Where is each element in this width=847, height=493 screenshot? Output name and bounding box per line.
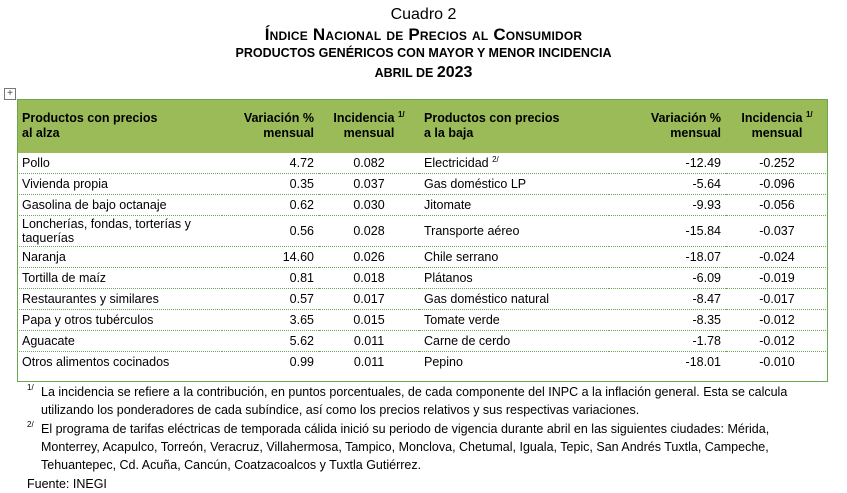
table-header-row: Productos con precios al alza Variación %… [17, 99, 828, 153]
table-row: Restaurantes y similares 0.57 0.017 Gas … [17, 288, 828, 310]
down-incidence: -0.019 [726, 267, 828, 289]
down-incidence: -0.056 [726, 194, 828, 216]
up-product: Naranja [17, 246, 222, 268]
footnote-ref: 2/ [492, 154, 499, 164]
up-incidence: 0.011 [353, 355, 385, 369]
table-number: Cuadro 2 [390, 6, 457, 23]
col-down-product: Productos con precios a la baja [424, 111, 560, 140]
up-incidence: 0.017 [319, 288, 419, 310]
down-variation: -18.01 [685, 355, 721, 369]
down-incidence: -0.252 [726, 153, 828, 174]
down-variation: -15.84 [609, 215, 726, 247]
table-row: Tortilla de maíz 0.81 0.018 Plátanos -6.… [17, 267, 828, 289]
down-variation: -18.07 [609, 246, 726, 268]
down-product: Gas doméstico natural [419, 288, 609, 310]
up-incidence: 0.030 [319, 194, 419, 216]
down-product: Carne de cerdo [419, 330, 609, 352]
down-incidence: -0.017 [726, 288, 828, 310]
up-variation: 14.60 [222, 246, 319, 268]
period-year: 2023 [436, 64, 473, 81]
up-variation: 0.62 [222, 194, 319, 216]
up-variation: 0.57 [222, 288, 319, 310]
down-variation: -8.47 [609, 288, 726, 310]
down-incidence: -0.010 [759, 355, 795, 369]
up-product: Aguacate [17, 330, 222, 352]
down-variation: -8.35 [609, 309, 726, 331]
up-variation: 0.35 [222, 173, 319, 195]
up-variation: 0.56 [222, 215, 319, 247]
footnote-mark: 2/ [27, 420, 34, 429]
up-incidence: 0.015 [319, 309, 419, 331]
down-variation: -9.93 [609, 194, 726, 216]
up-incidence: 0.037 [319, 173, 419, 195]
down-variation: -5.64 [609, 173, 726, 195]
col-down-variation: Variación % mensual [650, 111, 721, 140]
footnote-text: La incidencia se refiere a la contribuci… [41, 385, 788, 417]
footnote-2: 2/ El programa de tarifas eléctricas de … [27, 420, 827, 474]
table-title: Índice Nacional de Precios al Consumidor [264, 25, 583, 44]
down-variation: -6.09 [609, 267, 726, 289]
table-subtitle: PRODUCTOS GENÉRICOS CON MAYOR Y MENOR IN… [235, 46, 612, 60]
up-incidence: 0.082 [319, 153, 419, 174]
col-up-variation: Variación % mensual [243, 111, 314, 140]
down-product: Pepino [424, 355, 463, 369]
up-incidence: 0.011 [319, 330, 419, 352]
up-product: Restaurantes y similares [17, 288, 222, 310]
up-product: Pollo [17, 153, 222, 174]
footnote-mark: 1/ [27, 383, 34, 392]
price-table: Productos con precios al alza Variación %… [17, 99, 828, 372]
footnote-text: El programa de tarifas eléctricas de tem… [41, 422, 770, 472]
col-down-incidence: Incidencia 1/mensual [741, 109, 813, 140]
table-row: Loncherías, fondas, torterías y taquería… [17, 215, 828, 247]
down-incidence: -0.012 [726, 330, 828, 352]
down-product: Tomate verde [419, 309, 609, 331]
source-line: Fuente: INEGI [27, 477, 107, 491]
table-move-handle[interactable]: + [4, 88, 16, 100]
table-row: Otros alimentos cocinados 0.99 0.011 Pep… [17, 352, 828, 373]
up-incidence: 0.026 [319, 246, 419, 268]
col-up-product: Productos con precios al alza [22, 111, 158, 140]
down-variation: -1.78 [609, 330, 726, 352]
table-row: Aguacate 5.62 0.011 Carne de cerdo -1.78… [17, 330, 828, 352]
up-variation: 0.81 [222, 267, 319, 289]
down-incidence: -0.096 [726, 173, 828, 195]
down-variation: -12.49 [609, 153, 726, 174]
up-variation: 5.62 [222, 330, 319, 352]
down-product: Chile serrano [419, 246, 609, 268]
table-row: Gasolina de bajo octanaje 0.62 0.030 Jit… [17, 194, 828, 216]
down-product: Jitomate [419, 194, 609, 216]
up-product: Tortilla de maíz [17, 267, 222, 289]
down-incidence: -0.024 [726, 246, 828, 268]
table-row: Vivienda propia 0.35 0.037 Gas doméstico… [17, 173, 828, 195]
table-period: ABRIL DE 2023 [0, 64, 847, 82]
down-product: Transporte aéreo [419, 215, 609, 247]
down-incidence: -0.037 [726, 215, 828, 247]
up-product: Papa y otros tubérculos [17, 309, 222, 331]
footnotes: 1/ La incidencia se refiere a la contrib… [27, 383, 827, 493]
up-product: Gasolina de bajo octanaje [17, 194, 222, 216]
col-up-incidence: Incidencia 1/mensual [333, 109, 405, 140]
up-incidence: 0.028 [319, 215, 419, 247]
up-product: Otros alimentos cocinados [22, 355, 170, 369]
up-variation: 0.99 [289, 355, 314, 369]
table-row: Papa y otros tubérculos 3.65 0.015 Tomat… [17, 309, 828, 331]
down-product: Electricidad 2/ [419, 153, 609, 174]
period-month: ABRIL DE [374, 66, 437, 80]
down-product: Gas doméstico LP [419, 173, 609, 195]
footnote-1: 1/ La incidencia se refiere a la contrib… [27, 383, 827, 419]
up-product: Vivienda propia [17, 173, 222, 195]
up-variation: 4.72 [222, 153, 319, 174]
down-product: Plátanos [419, 267, 609, 289]
down-incidence: -0.012 [726, 309, 828, 331]
up-variation: 3.65 [222, 309, 319, 331]
up-incidence: 0.018 [319, 267, 419, 289]
table-row: Naranja 14.60 0.026 Chile serrano -18.07… [17, 246, 828, 268]
up-product: Loncherías, fondas, torterías y taquería… [17, 215, 222, 247]
table-row: Pollo 4.72 0.082 Electricidad 2/ -12.49 … [17, 153, 828, 174]
